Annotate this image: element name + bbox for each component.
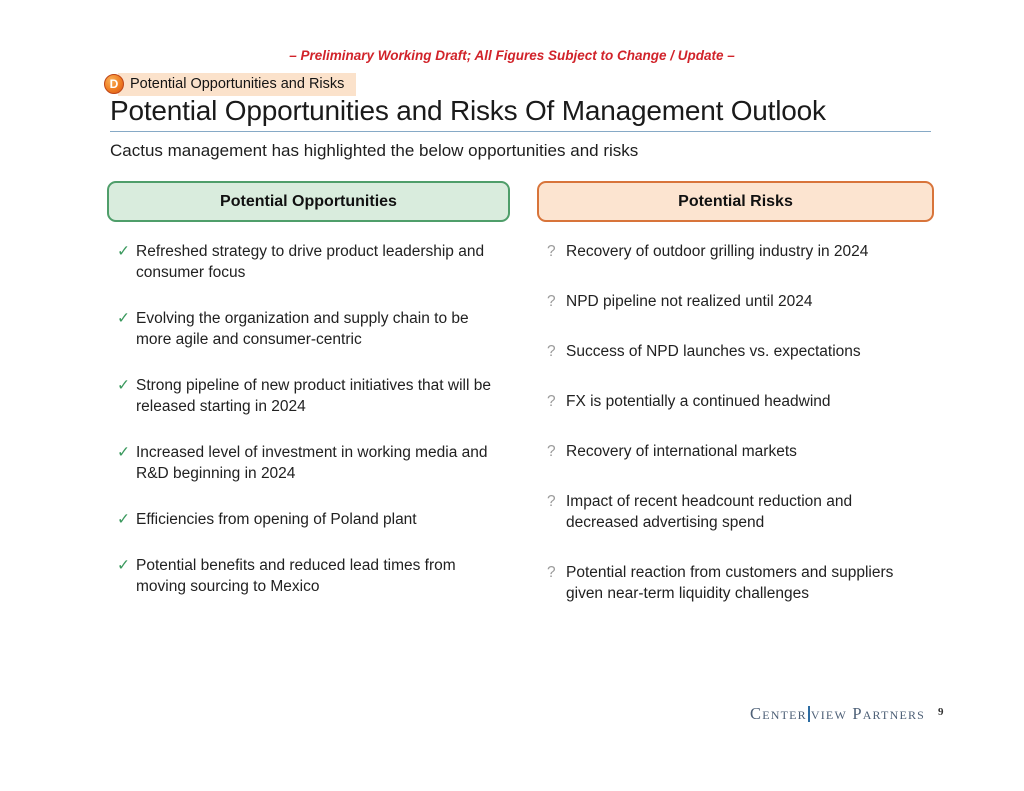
opportunity-item: ✓ Efficiencies from opening of Poland pl…: [117, 509, 510, 530]
draft-notice: – Preliminary Working Draft; All Figures…: [289, 48, 735, 63]
centerview-partners-logo: Center view Partners: [750, 704, 925, 724]
risk-item: ? Success of NPD launches vs. expectatio…: [547, 341, 934, 362]
question-icon: ?: [547, 493, 556, 510]
question-icon: ?: [547, 393, 556, 410]
check-icon: ✓: [117, 243, 130, 260]
risk-item: ? Recovery of outdoor grilling industry …: [547, 241, 934, 262]
check-icon: ✓: [117, 310, 130, 327]
page-number: 9: [938, 706, 944, 718]
risk-item: ? Recovery of international markets: [547, 441, 934, 462]
opportunity-text: Evolving the organization and supply cha…: [136, 310, 469, 348]
title-underline: [110, 131, 931, 132]
risks-header: Potential Risks: [537, 181, 934, 222]
opportunity-text: Strong pipeline of new product initiativ…: [136, 377, 491, 415]
question-icon: ?: [547, 343, 556, 360]
question-icon: ?: [547, 293, 556, 310]
opportunity-item: ✓ Evolving the organization and supply c…: [117, 308, 510, 350]
risks-column: Potential Risks ? Recovery of outdoor gr…: [537, 181, 934, 604]
risk-item: ? Potential reaction from customers and …: [547, 562, 934, 604]
logo-text-right: view Partners: [810, 704, 926, 723]
logo-text-left: Center: [750, 704, 807, 723]
risk-text: Recovery of outdoor grilling industry in…: [566, 243, 869, 260]
opportunity-text: Increased level of investment in working…: [136, 444, 488, 482]
opportunity-text: Efficiencies from opening of Poland plan…: [136, 511, 417, 528]
question-icon: ?: [547, 243, 556, 260]
opportunities-column: Potential Opportunities ✓ Refreshed stra…: [107, 181, 510, 604]
risk-item: ? FX is potentially a continued headwind: [547, 391, 934, 412]
risk-item: ? Impact of recent headcount reduction a…: [547, 491, 934, 533]
opportunities-header: Potential Opportunities: [107, 181, 510, 222]
opportunities-list: ✓ Refreshed strategy to drive product le…: [107, 241, 510, 597]
risk-text: Impact of recent headcount reduction and…: [566, 493, 853, 531]
opportunity-text: Potential benefits and reduced lead time…: [136, 557, 456, 595]
risk-text: NPD pipeline not realized until 2024: [566, 293, 813, 310]
question-icon: ?: [547, 564, 556, 581]
opportunity-item: ✓ Refreshed strategy to drive product le…: [117, 241, 510, 283]
opportunity-text: Refreshed strategy to drive product lead…: [136, 243, 485, 281]
columns-container: Potential Opportunities ✓ Refreshed stra…: [107, 181, 934, 604]
check-icon: ✓: [117, 444, 130, 461]
logo-divider-bar: [807, 706, 810, 722]
risks-list: ? Recovery of outdoor grilling industry …: [537, 241, 934, 604]
risk-text: Success of NPD launches vs. expectations: [566, 343, 861, 360]
section-badge-icon: D: [104, 74, 124, 94]
opportunity-item: ✓ Strong pipeline of new product initiat…: [117, 375, 510, 417]
subtitle: Cactus management has highlighted the be…: [110, 141, 639, 160]
check-icon: ✓: [117, 511, 130, 528]
risk-item: ? NPD pipeline not realized until 2024: [547, 291, 934, 312]
risk-text: FX is potentially a continued headwind: [566, 393, 831, 410]
risk-text: Potential reaction from customers and su…: [566, 564, 894, 602]
opportunity-item: ✓ Potential benefits and reduced lead ti…: [117, 555, 510, 597]
check-icon: ✓: [117, 377, 130, 394]
opportunity-item: ✓ Increased level of investment in worki…: [117, 442, 510, 484]
page-title: Potential Opportunities and Risks Of Man…: [110, 95, 826, 126]
check-icon: ✓: [117, 557, 130, 574]
question-icon: ?: [547, 443, 556, 460]
section-label: Potential Opportunities and Risks: [118, 72, 357, 96]
section-tag: D Potential Opportunities and Risks: [104, 72, 357, 96]
risk-text: Recovery of international markets: [566, 443, 797, 460]
